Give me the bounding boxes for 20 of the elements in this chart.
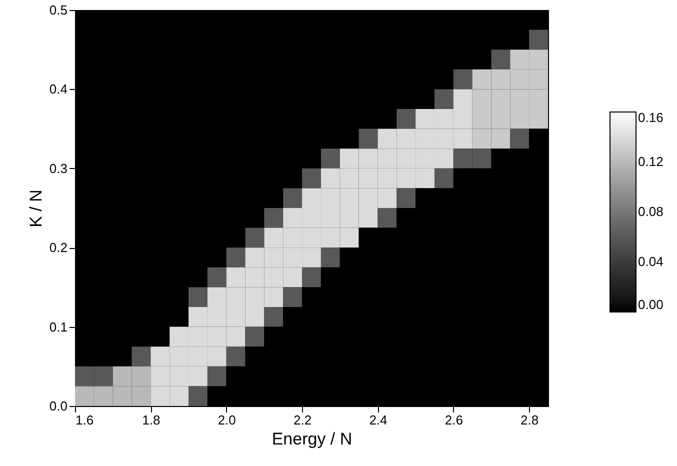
x-tick-label: 2.0 xyxy=(218,412,236,428)
y-tick-label: 0.3 xyxy=(49,160,68,176)
x-tick-label: 1.6 xyxy=(76,412,94,428)
x-axis-title: Energy / N xyxy=(272,430,352,448)
y-tick-label: 0.1 xyxy=(49,319,68,334)
color-bar-label: 0.16 xyxy=(638,110,664,125)
color-bar-label: 0.04 xyxy=(638,254,664,269)
y-tick-label: 0.5 xyxy=(49,2,68,18)
y-tick-label: 0.4 xyxy=(49,82,68,97)
color-bar-label: 0.08 xyxy=(638,204,664,219)
x-tick-label: 2.8 xyxy=(520,412,539,428)
y-tick-label: 0.2 xyxy=(49,240,68,256)
color-bar-label: 0.12 xyxy=(638,154,664,169)
color-bar-label: 0.00 xyxy=(638,297,664,312)
x-tick-label: 2.6 xyxy=(444,412,463,428)
y-axis-title: K / N xyxy=(26,190,46,228)
x-tick-label: 2.2 xyxy=(294,412,312,428)
y-tick-label: 0.0 xyxy=(49,398,68,414)
x-tick-label: 2.4 xyxy=(369,412,388,428)
x-tick-label: 1.8 xyxy=(142,412,160,428)
